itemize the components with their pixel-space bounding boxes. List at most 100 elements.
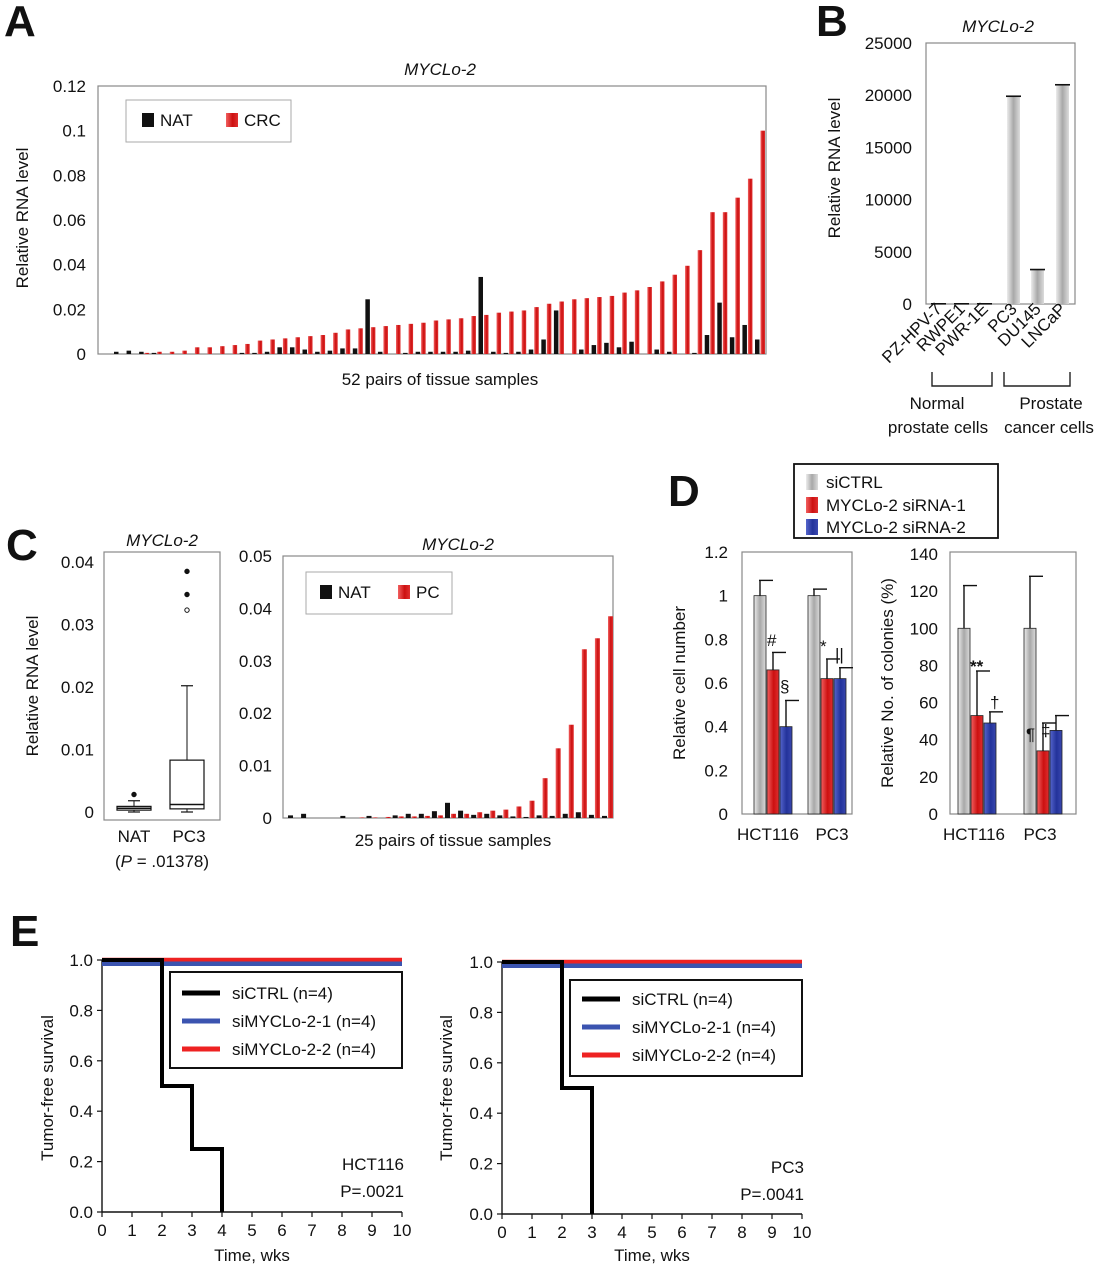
panel-a-bar-crc xyxy=(396,324,401,354)
panel-c-bar-nat xyxy=(445,802,450,818)
panel-e-right-x-tick-label: 1 xyxy=(527,1223,536,1242)
panel-d-right-bar-sirna1 xyxy=(970,715,984,815)
panel-a-bar-crc xyxy=(521,310,527,354)
panel-a-y-tick-label: 0.1 xyxy=(62,122,86,141)
panel-d-colonies-chart: Relative No. of colonies (%) HCT116 PC3 … xyxy=(878,545,1077,844)
panel-d-legend-label-sirna1: MYCLo-2 siRNA-1 xyxy=(826,496,966,515)
panel-c-bar-nat xyxy=(418,813,424,818)
panel-a-bar-crc xyxy=(257,340,263,354)
panel-b-group-cancer-line2: cancer cells xyxy=(1004,418,1094,437)
panel-d-right-annotation-pilcrow: ¶ xyxy=(1026,725,1035,744)
panel-d-left-annotation-parallel: || xyxy=(835,645,844,664)
panel-e-left-legend-label-2: siMYCLo-2-2 (n=4) xyxy=(232,1040,376,1059)
panel-e-right-x-tick-label: 5 xyxy=(647,1223,656,1242)
panel-a-bar-crc xyxy=(220,346,225,354)
panel-b-bracket-cancer xyxy=(1003,372,1071,387)
panel-e-left-legend-label-1: siMYCLo-2-1 (n=4) xyxy=(232,1012,376,1031)
panel-e-right-y-tick-label: 1.0 xyxy=(469,953,493,972)
panel-e-right-x-tick-label: 8 xyxy=(737,1223,746,1242)
panel-d-right-bar-sirna1 xyxy=(1036,750,1050,815)
panel-c-bar-pc xyxy=(542,778,548,818)
panel-letter-e: E xyxy=(10,907,39,956)
panel-e-left-x-tick-label: 6 xyxy=(277,1221,286,1240)
panel-d-left-y-tick-label: 0.4 xyxy=(704,718,728,737)
panel-d-right-y-tick-label: 60 xyxy=(919,694,938,713)
panel-e-left-legend-label-sictrl: siCTRL (n=4) xyxy=(232,984,333,1003)
panel-a-bar-crc xyxy=(685,265,690,354)
panel-d-legend: siCTRL MYCLo-2 siRNA-1 MYCLo-2 siRNA-2 xyxy=(793,463,999,539)
panel-e-right-y-tick-label: 0.8 xyxy=(469,1003,493,1022)
panel-a-bar-nat xyxy=(440,351,446,354)
panel-d-left-category-pc3: PC3 xyxy=(815,825,848,844)
panel-c-bar-pc xyxy=(581,649,587,818)
panel-d-left-y-axis-label: Relative cell number xyxy=(670,606,689,760)
panel-c-bar-title: MYCLo-2 xyxy=(422,535,494,554)
panel-e-left-x-tick-label: 9 xyxy=(367,1221,376,1240)
panel-a-bar-crc xyxy=(370,327,376,354)
panel-e-right-x-tick-label: 10 xyxy=(793,1223,812,1242)
panel-c-box-iqr xyxy=(169,759,205,810)
panel-e-right-x-tick-label: 4 xyxy=(617,1223,626,1242)
panel-b-title: MYCLo-2 xyxy=(962,17,1034,36)
panel-a-bar-crc xyxy=(421,322,426,354)
panel-d-right-bar-sictrl xyxy=(957,627,971,815)
panel-e-left-x-tick-label: 1 xyxy=(127,1221,136,1240)
panel-a-y-axis-label: Relative RNA level xyxy=(13,148,32,289)
panel-c-bar-y-tick-label: 0.04 xyxy=(239,599,272,618)
panel-d-right-bar-sictrl xyxy=(1023,627,1037,815)
panel-a-bar-crc xyxy=(433,320,439,354)
panel-a-bar-crc xyxy=(509,311,514,354)
panel-e-left-x-tick-label: 3 xyxy=(187,1221,196,1240)
panel-a-legend-swatch-crc xyxy=(226,113,238,127)
panel-b-group-cancer-line1: Prostate xyxy=(1019,394,1082,413)
panel-a-bar-crc xyxy=(571,299,577,354)
panel-d-left-y-tick-label: 0.2 xyxy=(704,761,728,780)
panel-d-left-bar-sictrl xyxy=(807,595,821,815)
panel-c-bar-y-tick-label: 0.05 xyxy=(239,547,272,566)
panel-a-bar-nat xyxy=(604,342,609,354)
panel-c-bar-nat xyxy=(471,814,477,818)
panel-a-bar-crc xyxy=(722,212,728,354)
panel-c-bar-x-axis-label: 25 pairs of tissue samples xyxy=(355,831,552,850)
panel-d-left-y-tick-label: 1 xyxy=(719,587,728,606)
panel-a-bar-crc xyxy=(270,339,275,354)
panel-e-left-y-tick-label: 0.4 xyxy=(69,1102,93,1121)
panel-a-y-tick-label: 0.02 xyxy=(53,300,86,319)
panel-d-right-y-tick-label: 120 xyxy=(910,582,938,601)
panel-letter-c: C xyxy=(6,521,38,570)
panel-d-right-y-tick-label: 100 xyxy=(910,619,938,638)
panel-a-bar-nat xyxy=(377,351,383,354)
panel-d-right-y-tick-label: 80 xyxy=(919,656,938,675)
panel-a-x-axis-label: 52 pairs of tissue samples xyxy=(342,370,539,389)
panel-c-bar-nat xyxy=(549,815,555,818)
panel-a-chart: MYCLo-2 Relative RNA level 52 pairs of t… xyxy=(13,60,767,389)
panel-e-right-x-tick-label: 0 xyxy=(497,1223,506,1242)
panel-d-left-y-tick-label: 0.6 xyxy=(704,674,728,693)
panel-a-bar-nat xyxy=(302,349,308,354)
panel-e-right-y-tick-label: 0.6 xyxy=(469,1054,493,1073)
panel-c-bar-legend-swatch-nat xyxy=(320,585,332,599)
panel-a-bar-nat xyxy=(239,352,245,354)
panel-e-right-curve-sictrl xyxy=(502,960,594,1214)
panel-d-left-bar-sirna2 xyxy=(833,678,847,815)
panel-a-bar-nat xyxy=(491,351,496,354)
panel-a-legend-label-nat: NAT xyxy=(160,111,193,130)
panel-a-bar-nat xyxy=(591,345,597,354)
panel-d-cell-number-chart: Relative cell number HCT116 PC3 0 0.2 0.4 0… xyxy=(670,543,853,844)
panel-a-bar-crc xyxy=(157,351,162,354)
panel-a-bar-crc xyxy=(710,212,715,354)
panel-e-right-legend-label-1: siMYCLo-2-1 (n=4) xyxy=(632,1018,776,1037)
panel-c-box-y-tick-label: 0 xyxy=(85,803,94,822)
panel-c-box-plot-frame xyxy=(103,551,221,821)
panel-a-bar-nat xyxy=(629,341,634,354)
panel-c-bar-pc xyxy=(372,817,378,818)
panel-c-bar-legend-swatch-pc xyxy=(398,585,410,599)
panel-c-bar-pc xyxy=(424,815,430,818)
panel-a-bar-nat xyxy=(415,351,421,354)
panel-e-left-x-tick-label: 4 xyxy=(217,1221,226,1240)
panel-e-left-cell-line: HCT116 xyxy=(342,1155,404,1174)
panel-c-bar-pc xyxy=(568,724,574,818)
panel-c-bar-pc xyxy=(516,806,522,818)
panel-a-y-tick-label: 0.06 xyxy=(53,211,86,230)
panel-e-left-x-tick-label: 8 xyxy=(337,1221,346,1240)
